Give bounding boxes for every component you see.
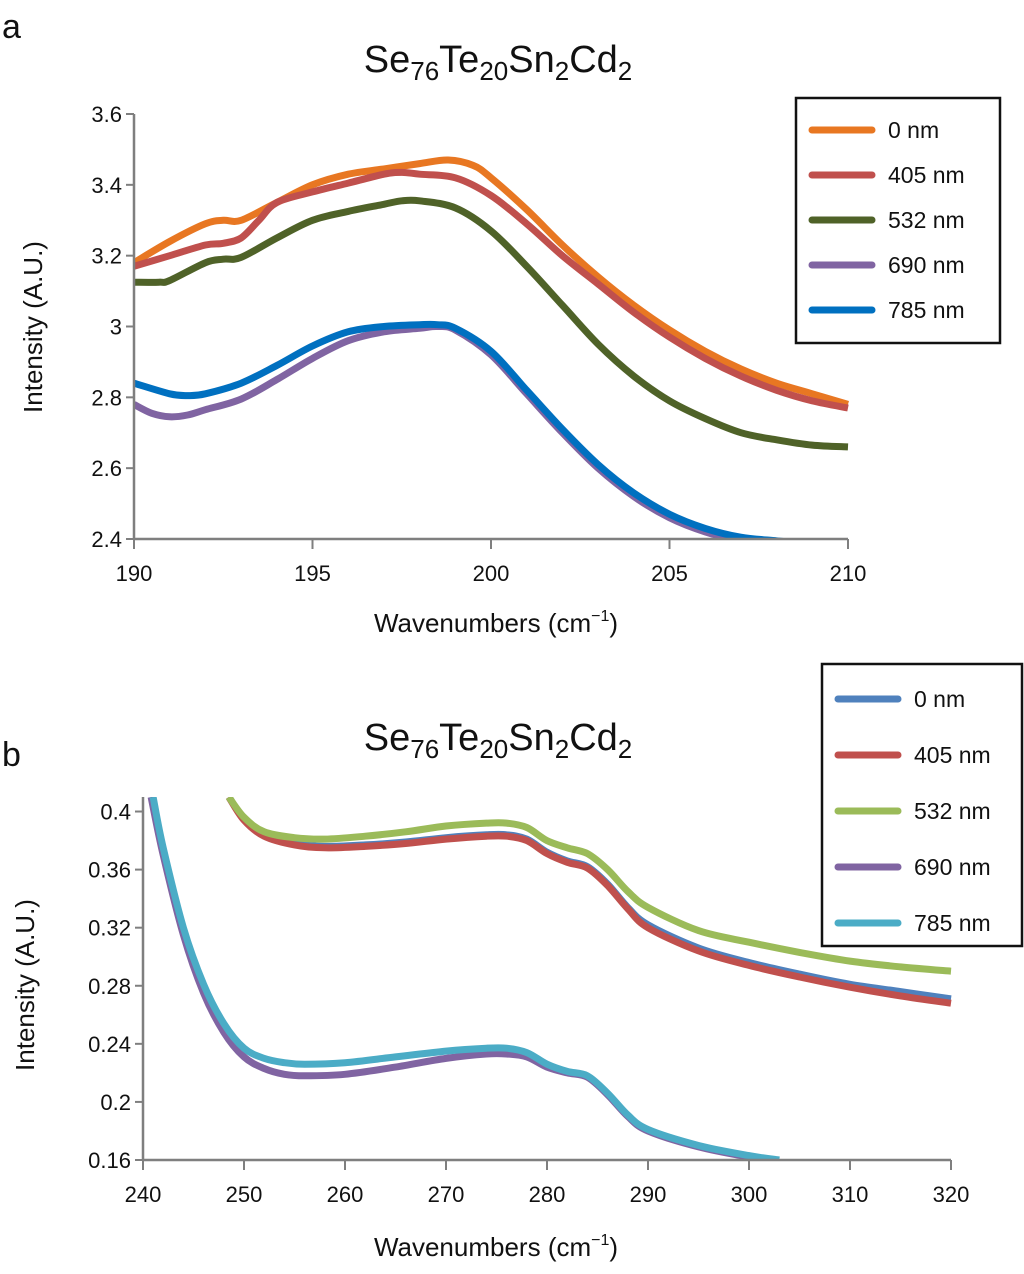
x-tick-label: 320 [933, 1182, 970, 1207]
y-tick-label: 2.4 [91, 527, 122, 552]
legend-label: 405 nm [888, 162, 965, 188]
x-axis-label-a-sup: −1 [591, 608, 609, 625]
x-axis-label-b-sup: −1 [591, 1232, 609, 1249]
y-tick-label: 0.24 [88, 1032, 131, 1057]
x-axis-label-a-close: ) [609, 608, 618, 638]
x-tick-label: 240 [125, 1182, 162, 1207]
panel-letter-a: a [2, 8, 21, 46]
x-tick-label: 250 [226, 1182, 263, 1207]
legend-label: 690 nm [888, 252, 965, 278]
legend-item: 405 nm [808, 162, 965, 188]
series-line-690-nm [147, 797, 770, 1160]
x-axis-label-b-close: ) [609, 1232, 618, 1262]
x-tick-label: 290 [630, 1182, 667, 1207]
series-line-785-nm [134, 320, 795, 539]
series-group [147, 797, 952, 1160]
y-tick-label: 0.4 [100, 800, 131, 825]
title-part: Te [439, 39, 479, 81]
legend-label: 785 nm [888, 297, 965, 323]
legend-item: 532 nm [808, 207, 965, 233]
legend-label: 690 nm [914, 854, 991, 880]
y-tick-label: 0.32 [88, 916, 131, 941]
y-tick-label: 2.8 [91, 385, 122, 410]
series-line-785-nm [149, 797, 780, 1160]
legend-label: 785 nm [914, 910, 991, 936]
y-tick-label: 3 [110, 315, 122, 340]
x-tick-label: 200 [473, 561, 510, 586]
series-line-532-nm [134, 196, 849, 451]
legend-label: 532 nm [914, 798, 991, 824]
x-tick-label: 195 [294, 561, 331, 586]
y-tick-label: 0.2 [100, 1090, 131, 1115]
x-tick-label: 205 [651, 561, 688, 586]
legend-label: 532 nm [888, 207, 965, 233]
x-axis-label-a-text: Wavenumbers (cm [374, 608, 591, 638]
legend-item: 785 nm [808, 297, 965, 323]
x-tick-label: 210 [830, 561, 867, 586]
x-tick-label: 270 [428, 1182, 465, 1207]
title-part: 20 [479, 734, 508, 764]
x-tick-label: 280 [529, 1182, 566, 1207]
x-tick-label: 310 [832, 1182, 869, 1207]
panel-b: b Se76Te20Sn2Cd2 0.160.20.240.280.320.36… [2, 662, 1024, 1262]
title-part: 2 [555, 56, 569, 86]
x-axis-label-a: Wavenumbers (cm−1) [374, 608, 618, 638]
legend-label: 405 nm [914, 742, 991, 768]
y-axis-label-b: Intensity (A.U.) [10, 899, 40, 1071]
legend-item: 0 nm [834, 686, 965, 712]
title-part: 20 [479, 56, 508, 86]
x-axis-label-b-text: Wavenumbers (cm [374, 1232, 591, 1262]
series-line-532-nm [225, 797, 952, 975]
title-part: Cd [569, 717, 618, 759]
title-part: 2 [618, 56, 632, 86]
y-axis-label-a: Intensity (A.U.) [18, 241, 48, 413]
title-part: 2 [555, 734, 569, 764]
title-part: Cd [569, 39, 618, 81]
plot-area-b: 0.16 0.2 0.24 0.28 0.32 0.36 0.4 240 250 260 270 28… [88, 797, 969, 1207]
x-axis-label-b: Wavenumbers (cm−1) [374, 1232, 618, 1262]
title-part: Te [439, 717, 479, 759]
legend-label: 0 nm [914, 686, 965, 712]
title-part: Sn [508, 717, 554, 759]
legend-item: 0 nm [808, 117, 939, 143]
series-line-405-nm [225, 797, 952, 1007]
series-line-690-nm [134, 322, 752, 539]
title-part: Sn [508, 39, 554, 81]
series-line-0-nm [134, 156, 850, 408]
x-tick-label: 300 [731, 1182, 768, 1207]
series-line-405-nm [134, 168, 849, 412]
y-tick-label: 3.2 [91, 244, 122, 269]
legend-b: 0 nm 405 nm 532 nm 690 nm 785 nm [820, 662, 1024, 948]
chart-title-b: Se76Te20Sn2Cd2 [364, 717, 632, 764]
plot-area-a: 2.4 2.6 2.8 3 3.2 3.4 3.6 190 195 200 205 210 [91, 102, 866, 586]
y-tick-label: 0.28 [88, 974, 131, 999]
chart-title-a: Se76Te20Sn2Cd2 [364, 39, 632, 86]
title-part: Se [364, 39, 410, 81]
legend-item: 785 nm [834, 910, 991, 936]
legend-item: 532 nm [834, 798, 991, 824]
y-tick-label: 0.16 [88, 1148, 131, 1173]
y-tick-label: 0.36 [88, 858, 131, 883]
title-part: 2 [618, 734, 632, 764]
title-part: 76 [410, 734, 439, 764]
y-tick-label: 3.4 [91, 173, 122, 198]
x-tick-label: 260 [327, 1182, 364, 1207]
x-tick-label: 190 [116, 561, 153, 586]
legend-frame [820, 662, 1024, 948]
legend-item: 405 nm [834, 742, 991, 768]
y-tick-label: 2.6 [91, 456, 122, 481]
y-tick-label: 3.6 [91, 102, 122, 127]
legend-a: 0 nm 405 nm 532 nm 690 nm 785 nm [794, 96, 1002, 345]
panel-letter-b: b [2, 736, 21, 774]
legend-item: 690 nm [808, 252, 965, 278]
title-part: 76 [410, 56, 439, 86]
legend-label: 0 nm [888, 117, 939, 143]
title-part: Se [364, 717, 410, 759]
series-group [134, 156, 850, 539]
legend-item: 690 nm [834, 854, 991, 880]
